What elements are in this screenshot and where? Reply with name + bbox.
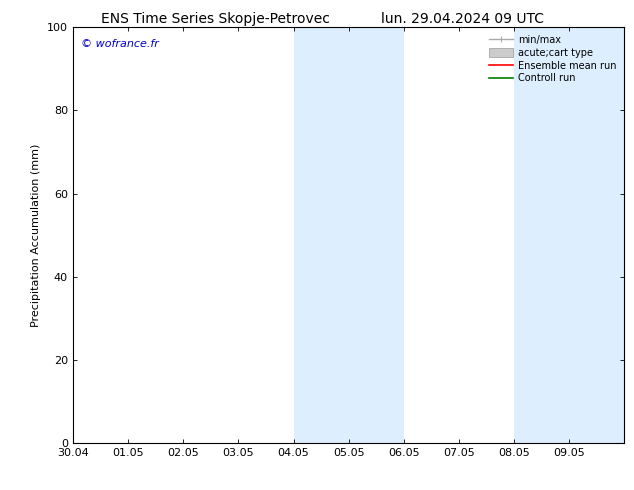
Legend: min/max, acute;cart type, Ensemble mean run, Controll run: min/max, acute;cart type, Ensemble mean …: [486, 32, 619, 86]
Bar: [349, 27, 404, 443]
Bar: [514, 27, 569, 443]
Bar: [569, 27, 624, 443]
Y-axis label: Precipitation Accumulation (mm): Precipitation Accumulation (mm): [32, 144, 41, 327]
Text: © wofrance.fr: © wofrance.fr: [81, 40, 159, 49]
Text: ENS Time Series Skopje-Petrovec: ENS Time Series Skopje-Petrovec: [101, 12, 330, 26]
Bar: [294, 27, 349, 443]
Text: lun. 29.04.2024 09 UTC: lun. 29.04.2024 09 UTC: [381, 12, 545, 26]
